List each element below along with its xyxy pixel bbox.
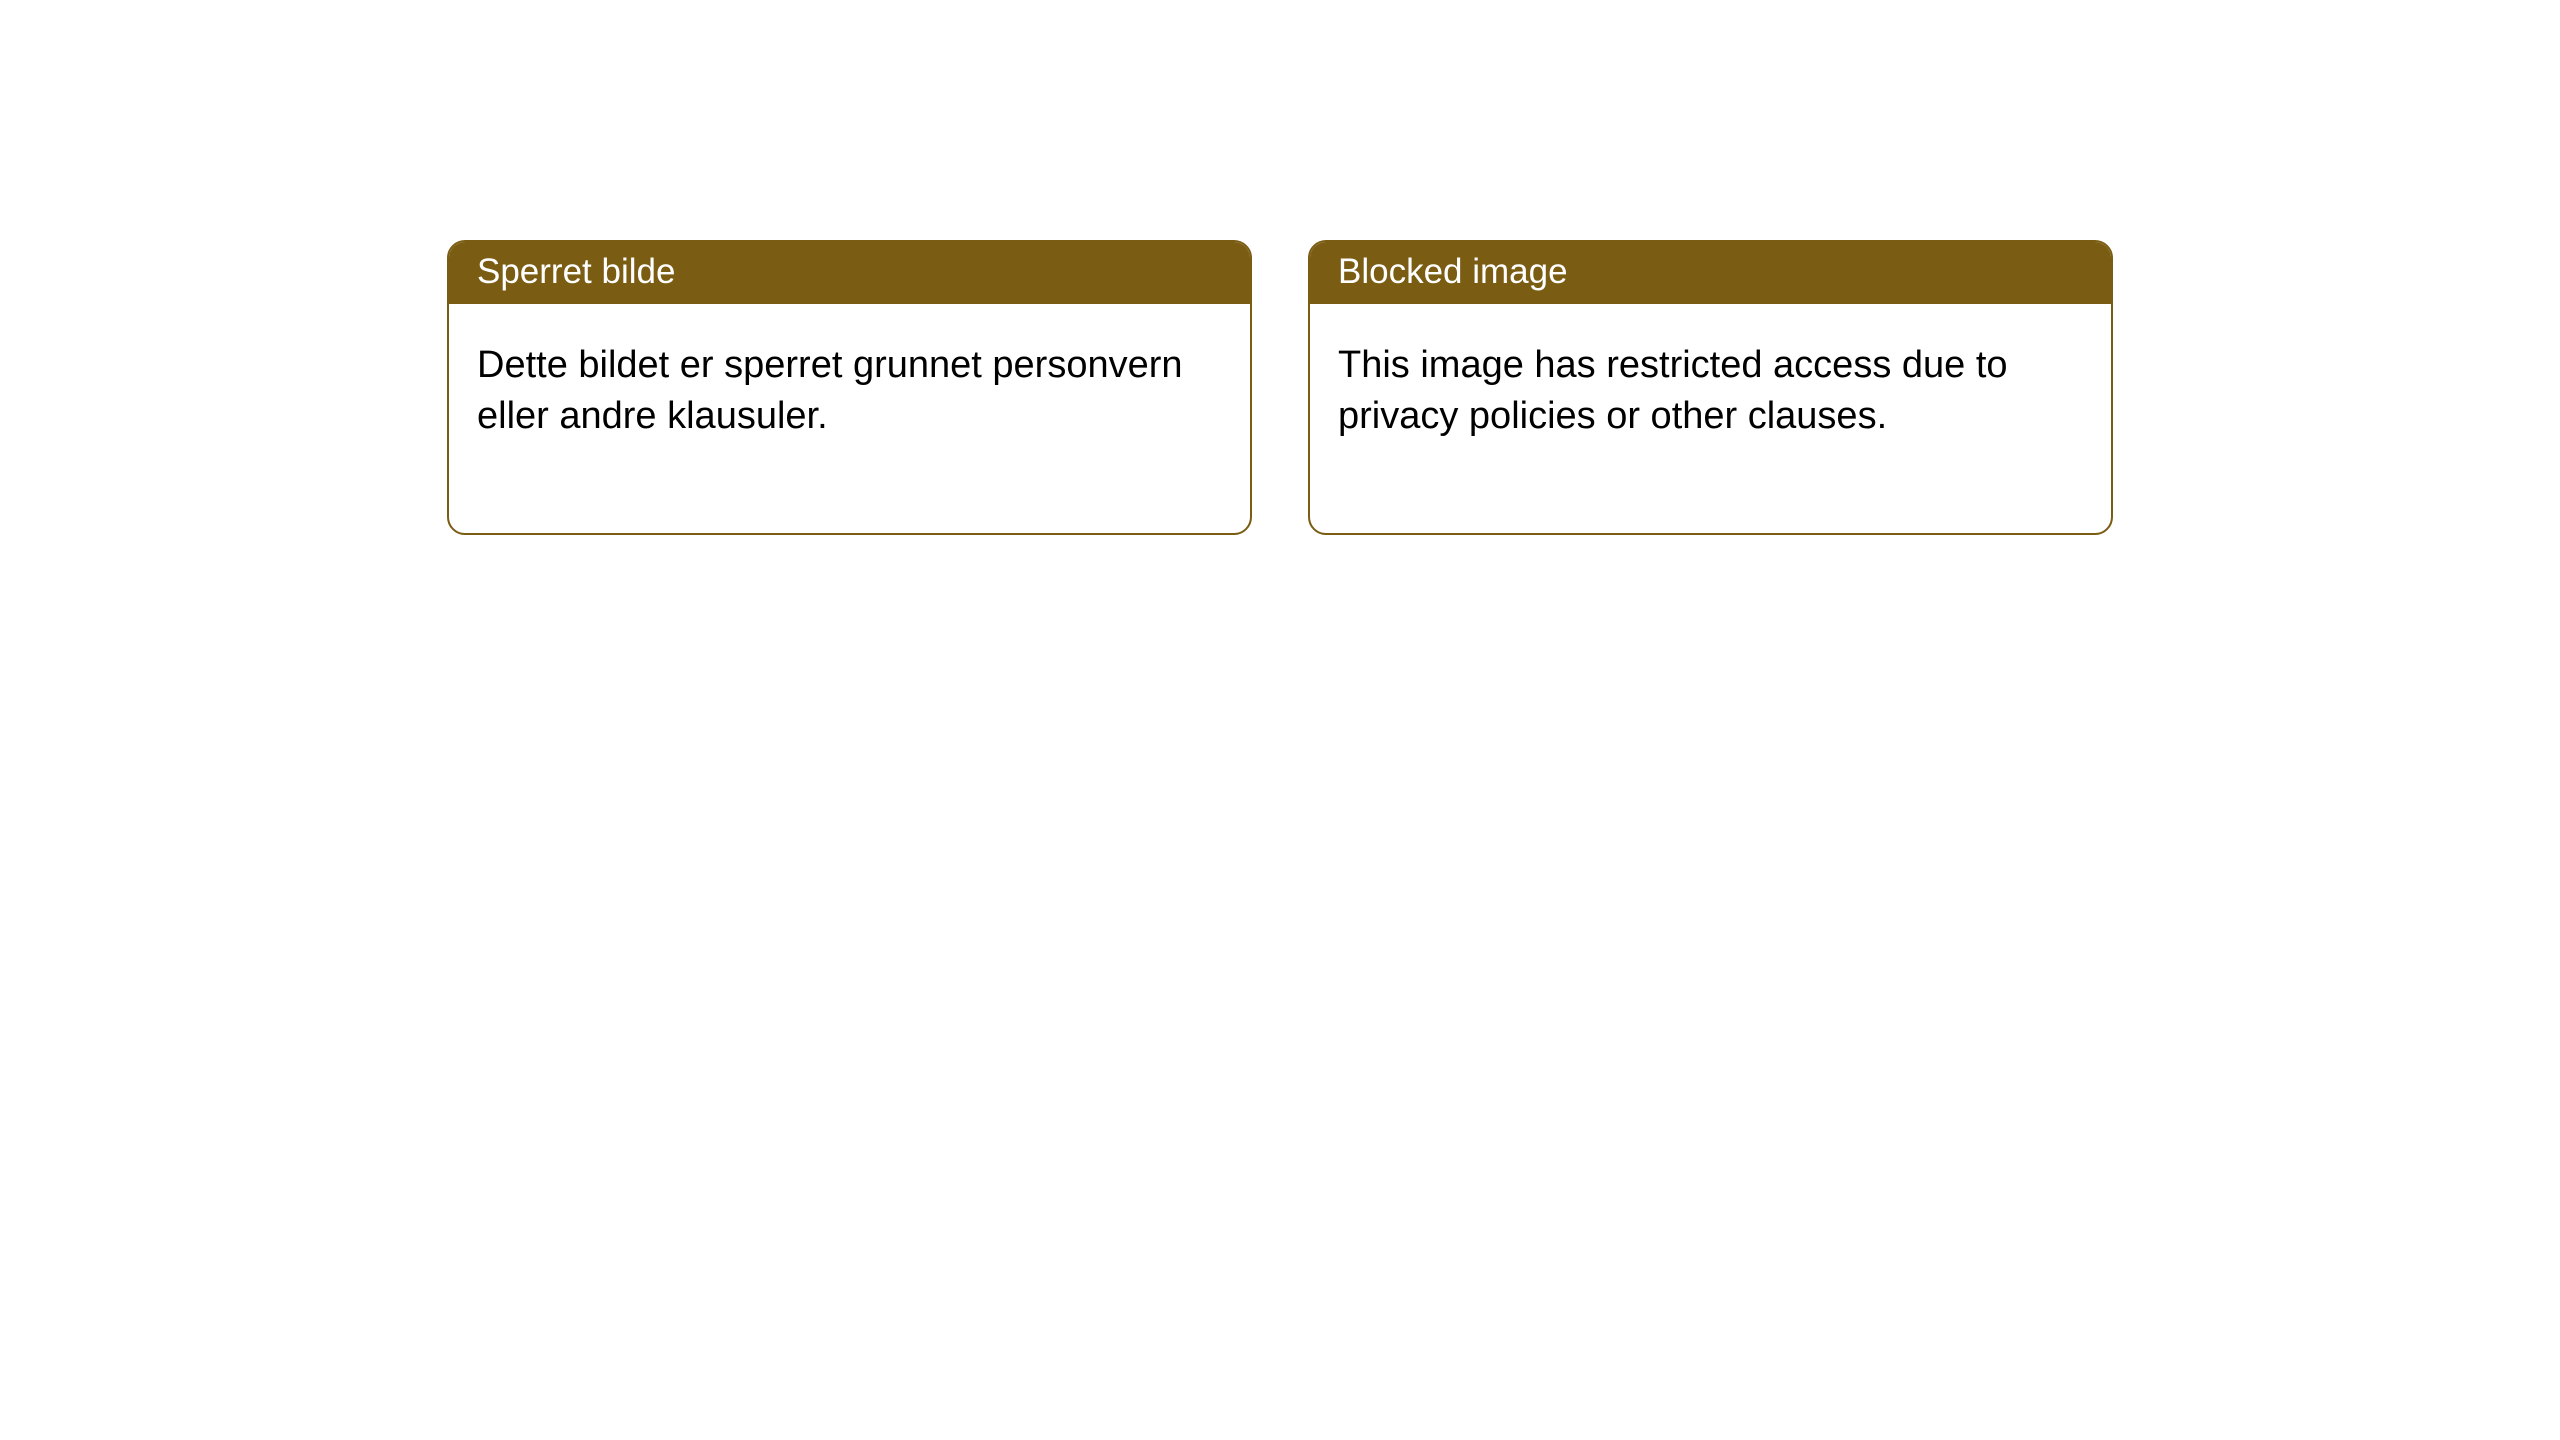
notice-body: This image has restricted access due to … — [1310, 304, 2111, 533]
notice-header: Blocked image — [1310, 242, 2111, 304]
notice-header: Sperret bilde — [449, 242, 1250, 304]
notice-body: Dette bildet er sperret grunnet personve… — [449, 304, 1250, 533]
notice-card-english: Blocked image This image has restricted … — [1308, 240, 2113, 535]
notice-card-norwegian: Sperret bilde Dette bildet er sperret gr… — [447, 240, 1252, 535]
notice-container: Sperret bilde Dette bildet er sperret gr… — [447, 240, 2113, 535]
